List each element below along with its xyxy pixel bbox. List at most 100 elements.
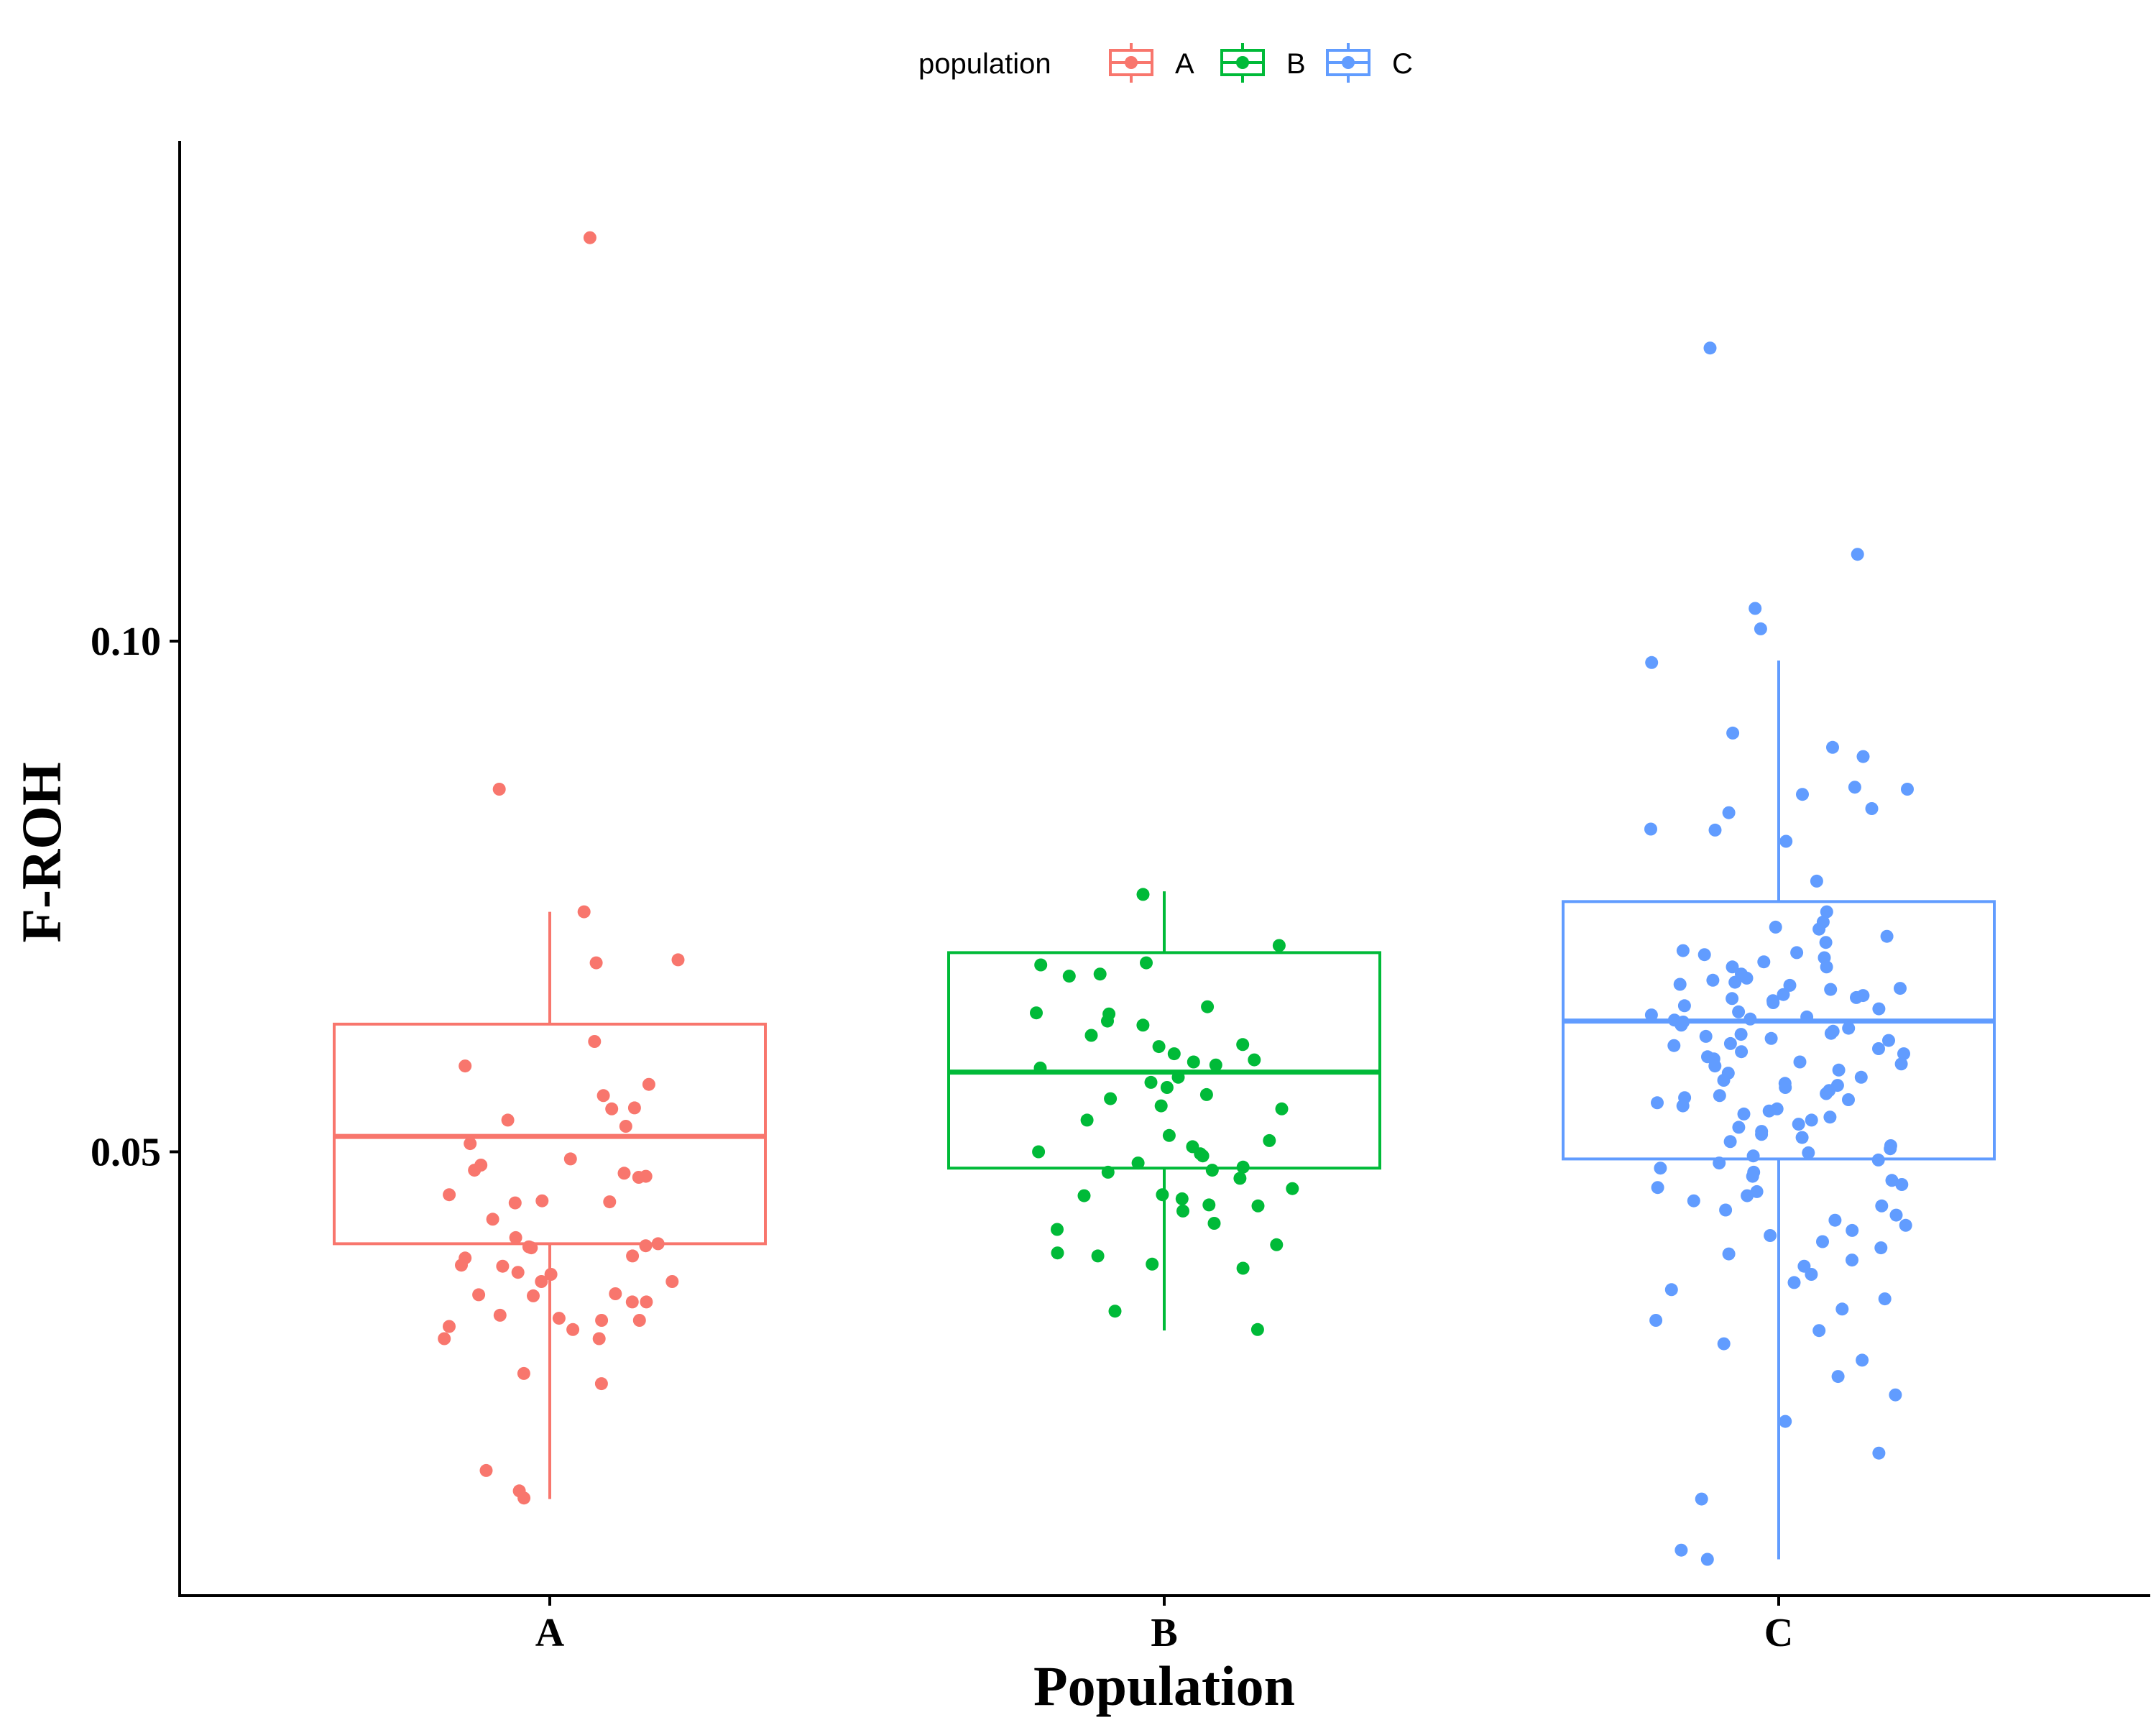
data-point-C [1846,1254,1858,1267]
data-point-C [1819,936,1833,949]
data-point-C [1816,1235,1829,1248]
data-point-C [1846,1223,1859,1237]
data-point-B [1131,1156,1145,1170]
data-point-A [438,1332,451,1346]
data-point-A [595,1314,609,1327]
data-point-C [1713,1156,1726,1170]
data-point-A [577,905,591,919]
data-point-B [1160,1081,1174,1094]
data-point-C [1651,1096,1664,1110]
data-point-C [1889,1208,1903,1222]
data-point-A [594,1377,608,1391]
data-point-C [1820,905,1833,919]
data-point-B [1201,1000,1215,1013]
data-point-C [1741,1189,1754,1202]
data-point-C [1800,1010,1814,1024]
data-point-B [1199,1087,1213,1101]
data-point-A [566,1322,580,1336]
data-point-A [508,1196,522,1210]
data-point-C [1894,982,1907,995]
data-point-B [1207,1217,1221,1230]
data-point-C [1754,622,1767,635]
data-point-B [1171,1070,1185,1084]
data-point-B [1250,1322,1264,1336]
data-point-A [464,1137,477,1151]
data-point-C [1644,822,1657,836]
data-point-A [671,953,685,967]
data-point-C [1755,1128,1769,1141]
data-point-C [1889,1388,1902,1402]
data-point-C [1734,1028,1748,1041]
data-point-C [1708,1059,1722,1073]
data-point-C [1676,944,1690,957]
data-point-A [501,1113,515,1127]
data-point-C [1850,990,1863,1004]
data-point-B [1205,1164,1219,1177]
data-point-B [1140,956,1153,970]
data-point-C [1645,656,1659,669]
data-point-B [1162,1128,1176,1142]
data-point-C [1783,978,1797,992]
data-point-C [1820,1087,1833,1100]
data-point-C [1805,1268,1818,1281]
data-point-C [1732,1005,1746,1018]
data-point-C [1779,1414,1792,1428]
data-point-A [455,1259,468,1272]
data-point-C [1856,1353,1869,1367]
data-point-A [517,1491,531,1505]
box-iqr [333,1022,767,1246]
data-point-C [1848,781,1861,794]
data-point-A [603,1195,617,1209]
x-tick-label: A [535,1611,565,1655]
data-point-C [1894,1057,1908,1071]
data-point-C [1746,1169,1759,1183]
data-point-C [1805,1113,1818,1127]
data-point-C [1722,1247,1736,1261]
data-point-C [1740,971,1754,985]
data-point-C [1674,1543,1688,1557]
data-point-C [1796,788,1809,801]
legend-key-B: B [1220,43,1306,83]
data-point-C [1732,1121,1746,1134]
data-point-A [509,1230,522,1244]
legend-key-C: C [1326,43,1413,83]
data-point-C [1875,1199,1889,1213]
box-iqr [947,951,1381,1170]
data-point-B [1167,1047,1181,1061]
data-point-B [1093,967,1107,981]
data-point-C [1793,1055,1807,1069]
data-point-C [1764,1229,1777,1242]
data-point-A [511,1266,525,1279]
data-point-A [588,1035,602,1048]
box-iqr [1562,900,1996,1161]
data-point-A [617,1167,631,1180]
data-point-A [479,1463,493,1477]
legend-label: B [1286,48,1306,80]
data-point-B [1263,1133,1276,1147]
data-point-B [1136,1018,1150,1032]
data-point-C [1842,1021,1856,1035]
data-point-B [1091,1249,1105,1263]
data-point-B [1270,1238,1284,1251]
data-point-A [443,1320,456,1333]
data-point-C [1769,920,1782,934]
data-point-C [1872,1002,1886,1016]
data-point-B [1248,1053,1261,1067]
data-point-C [1842,1093,1855,1106]
data-point-C [1677,999,1691,1013]
data-point-C [1708,823,1722,837]
data-point-A [535,1194,549,1208]
data-point-B [1136,888,1150,901]
data-point-C [1832,1063,1846,1077]
data-point-C [1812,922,1826,936]
data-point-B [1077,1189,1091,1202]
data-point-C [1749,602,1762,615]
data-point-C [1764,1031,1778,1045]
data-point-B [1101,1165,1115,1179]
data-point-C [1899,1218,1912,1232]
data-point-C [1824,1026,1838,1040]
data-point-A [640,1295,653,1309]
data-point-B [1236,1038,1250,1052]
data-point-B [1176,1204,1189,1218]
